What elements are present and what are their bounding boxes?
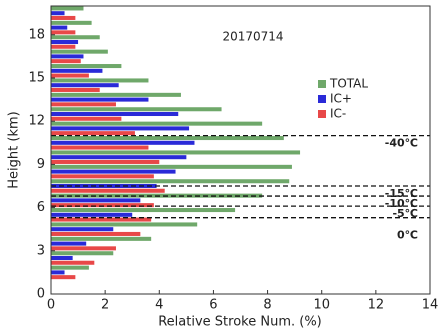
bar — [51, 6, 84, 11]
bar — [51, 30, 76, 35]
bar — [51, 111, 179, 117]
bar — [51, 270, 65, 275]
isotherm-label: -5℃ — [392, 207, 418, 220]
bar — [51, 126, 190, 131]
bar — [51, 116, 122, 121]
bar — [51, 236, 152, 241]
bar — [51, 164, 292, 169]
legend-swatch — [318, 80, 326, 88]
bar — [51, 198, 141, 203]
bar — [51, 155, 187, 160]
y-axis-label: Height (km) — [7, 111, 22, 188]
bar — [51, 231, 141, 236]
bar — [51, 73, 89, 78]
bar — [51, 212, 133, 217]
bar — [51, 59, 81, 64]
bar — [51, 140, 195, 145]
isotherm-label: -40℃ — [385, 137, 418, 150]
bar — [51, 78, 149, 83]
bar — [51, 54, 84, 59]
bar — [51, 241, 87, 246]
legend-swatch — [318, 110, 326, 118]
bar — [51, 275, 76, 280]
x-tick-label: 0 — [47, 298, 55, 313]
bar — [51, 87, 100, 92]
bar — [51, 49, 108, 54]
bar — [51, 169, 176, 174]
x-tick-label: 10 — [313, 298, 330, 313]
bar — [51, 102, 116, 107]
bar — [51, 121, 263, 126]
bar — [51, 25, 68, 30]
x-tick-label: 8 — [263, 298, 271, 313]
x-tick-label: 14 — [422, 298, 439, 313]
bar — [51, 246, 116, 251]
bar — [51, 255, 73, 261]
bar — [51, 92, 181, 97]
bar — [51, 217, 152, 222]
bar — [51, 39, 79, 45]
x-tick-label: 4 — [155, 298, 163, 313]
bar — [51, 208, 236, 213]
bar — [51, 20, 92, 25]
plot-frame — [50, 5, 431, 295]
bar — [51, 265, 89, 270]
bar — [51, 260, 95, 265]
legend-label: IC- — [330, 107, 346, 121]
bar — [51, 222, 198, 227]
bar — [51, 145, 149, 150]
y-tick-label: 15 — [28, 71, 45, 86]
bar — [51, 107, 222, 112]
y-tick-label: 3 — [37, 243, 45, 258]
x-tick-label: 6 — [209, 298, 217, 313]
legend-label: IC+ — [330, 92, 352, 106]
isotherm-label: -15℃ — [385, 187, 418, 200]
bar — [51, 97, 149, 102]
bar — [51, 64, 122, 69]
y-tick-label: 6 — [37, 200, 45, 215]
bar — [51, 251, 114, 256]
x-tick-label: 2 — [101, 298, 109, 313]
bar — [51, 83, 119, 88]
bar — [51, 136, 284, 141]
y-tick-label: 9 — [37, 157, 45, 172]
bar — [51, 44, 76, 49]
annotation: 20170714 — [222, 30, 283, 44]
bar — [51, 131, 135, 136]
bar — [51, 179, 290, 184]
bar — [51, 68, 103, 73]
bar — [51, 35, 100, 40]
bar — [51, 15, 76, 20]
legend-label: TOTAL — [329, 77, 368, 91]
x-axis-label: Relative Stroke Num. (%) — [158, 315, 322, 330]
legend-swatch — [318, 95, 326, 103]
bar — [51, 227, 114, 232]
bar — [51, 174, 154, 179]
bar — [51, 159, 160, 164]
y-tick-label: 18 — [28, 27, 45, 42]
y-tick-label: 0 — [37, 287, 45, 302]
bar — [51, 11, 65, 16]
isotherm-label: 0℃ — [397, 229, 418, 242]
isotherm-label: -10℃ — [385, 197, 418, 210]
bar — [51, 150, 301, 155]
bar — [51, 188, 165, 193]
y-tick-label: 12 — [28, 114, 45, 129]
bar — [51, 203, 154, 208]
x-tick-label: 12 — [368, 298, 385, 313]
